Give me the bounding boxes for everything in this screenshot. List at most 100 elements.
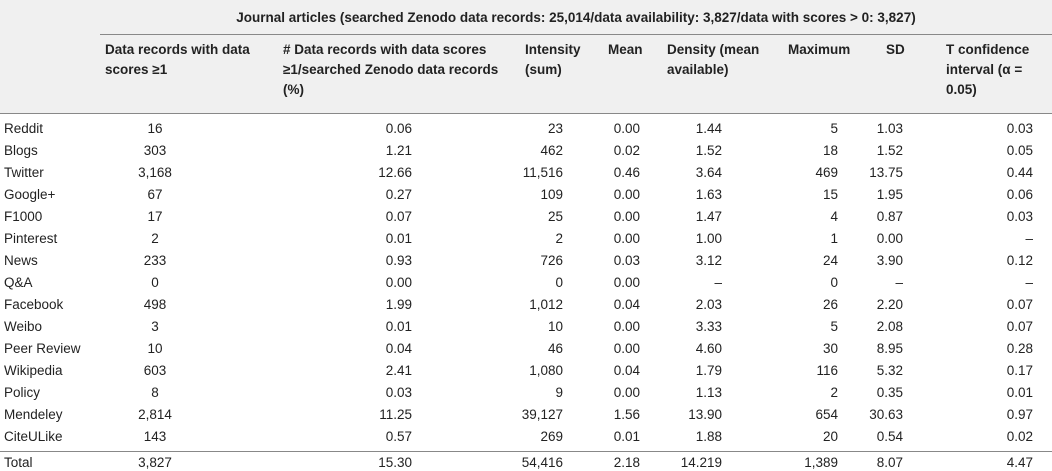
cell: 23 xyxy=(547,121,563,136)
cell: 726 xyxy=(540,253,563,268)
cell: 0.01 xyxy=(613,429,640,444)
cell: 116 xyxy=(816,363,838,378)
rule xyxy=(0,451,1052,452)
cell: 1 xyxy=(830,231,838,246)
cell: 1.47 xyxy=(695,209,722,224)
cell: 0.07 xyxy=(1006,319,1033,334)
column-header: # Data records with data scores ≥1/searc… xyxy=(283,42,499,97)
cell: 462 xyxy=(540,143,563,158)
cell: 0.04 xyxy=(385,341,412,356)
cell: 0 xyxy=(151,275,159,290)
column-header: Intensity (sum) xyxy=(525,42,581,77)
table-title: Journal articles (searched Zenodo data r… xyxy=(236,10,916,25)
cell: 9 xyxy=(555,385,563,400)
row-label: Q&A xyxy=(4,275,33,290)
cell: 0.06 xyxy=(385,121,412,136)
cell: 0.00 xyxy=(613,231,640,246)
cell: 5.32 xyxy=(876,363,903,378)
row-label: F1000 xyxy=(4,209,43,224)
cell: 109 xyxy=(540,187,563,202)
cell: 269 xyxy=(540,429,563,444)
cell: 15 xyxy=(822,187,838,202)
cell: 11,516 xyxy=(522,165,563,180)
row-label: Wikipedia xyxy=(4,363,63,378)
row-label: Reddit xyxy=(4,121,44,136)
cell: 0.00 xyxy=(876,231,903,246)
cell: 46 xyxy=(547,341,563,356)
cell: 1.63 xyxy=(695,187,722,202)
cell: 5 xyxy=(830,319,838,334)
cell: – xyxy=(714,275,722,290)
cell: 1.88 xyxy=(695,429,722,444)
row-label: Google+ xyxy=(4,187,56,202)
cell: 2 xyxy=(830,385,838,400)
cell: 5 xyxy=(830,121,838,136)
cell: 0.02 xyxy=(613,143,640,158)
cell: 3.64 xyxy=(695,165,722,180)
cell: 0.12 xyxy=(1006,253,1033,268)
cell: 1,389 xyxy=(804,455,838,470)
cell: 17 xyxy=(147,209,163,224)
row-label: Peer Review xyxy=(4,341,81,356)
cell: 0.28 xyxy=(1006,341,1033,356)
cell: 654 xyxy=(815,407,838,422)
cell: 1.52 xyxy=(876,143,903,158)
column-header: SD xyxy=(886,42,905,57)
cell: 1.95 xyxy=(876,187,903,202)
cell: 25 xyxy=(547,209,563,224)
cell: 0.44 xyxy=(1006,165,1033,180)
cell: 11.25 xyxy=(379,407,412,422)
cell: 39,127 xyxy=(521,407,563,422)
cell: 0.00 xyxy=(613,319,640,334)
column-header: Mean xyxy=(608,42,643,57)
cell: 0.54 xyxy=(876,429,903,444)
cell: 2 xyxy=(151,231,159,246)
row-label: Twitter xyxy=(4,165,44,180)
cell: 4.47 xyxy=(1006,455,1033,470)
cell: 1.44 xyxy=(695,121,722,136)
cell: 3,168 xyxy=(138,165,172,180)
column-header: Maximum xyxy=(788,42,851,57)
row-label: Total xyxy=(4,455,33,470)
cell: 8.95 xyxy=(876,341,903,356)
cell: 1.99 xyxy=(385,297,412,312)
cell: 303 xyxy=(143,143,167,158)
cell: 4 xyxy=(830,209,838,224)
cell: 0.03 xyxy=(1006,209,1033,224)
cell: – xyxy=(1025,275,1033,290)
cell: – xyxy=(895,275,903,290)
cell: 1.56 xyxy=(613,407,640,422)
cell: 0.00 xyxy=(613,121,640,136)
cell: 0.00 xyxy=(385,275,412,290)
cell: 603 xyxy=(143,363,167,378)
cell: 3.33 xyxy=(695,319,722,334)
cell: – xyxy=(1025,231,1033,246)
cell: 24 xyxy=(822,253,838,268)
row-label: Pinterest xyxy=(4,231,58,246)
cell: 3 xyxy=(151,319,159,334)
cell: 0.27 xyxy=(385,187,412,202)
cell: 0 xyxy=(555,275,563,290)
column-header: T confidence interval (α = 0.05) xyxy=(946,42,1030,97)
cell: 0.57 xyxy=(385,429,412,444)
cell: 0.35 xyxy=(876,385,903,400)
header-background xyxy=(0,0,1052,113)
row-label: Weibo xyxy=(4,319,43,334)
row-label: News xyxy=(4,253,38,268)
rule xyxy=(0,113,1052,114)
cell: 2,814 xyxy=(138,407,172,422)
cell: 0.00 xyxy=(613,187,640,202)
column-header: Data records with data scores ≥1 xyxy=(105,42,250,77)
cell: 2.41 xyxy=(385,363,412,378)
cell: 3.90 xyxy=(876,253,903,268)
cell: 14.219 xyxy=(680,455,722,470)
cell: 2.18 xyxy=(613,455,640,470)
cell: 143 xyxy=(143,429,167,444)
column-header: Density (mean available) xyxy=(667,42,760,77)
cell: 498 xyxy=(143,297,167,312)
cell: 1.52 xyxy=(695,143,722,158)
cell: 3.12 xyxy=(695,253,722,268)
cell: 8.07 xyxy=(876,455,903,470)
row-label: Facebook xyxy=(4,297,64,312)
cell: 4.60 xyxy=(695,341,722,356)
